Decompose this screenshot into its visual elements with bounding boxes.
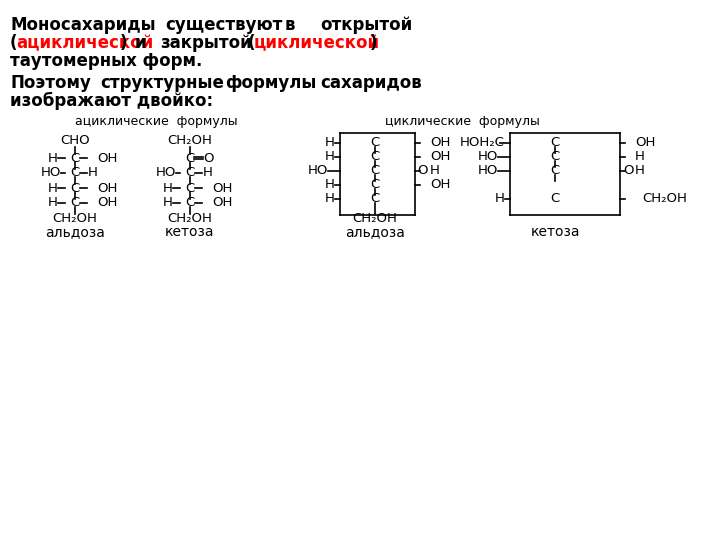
Text: структурные: структурные <box>100 74 224 92</box>
Text: C: C <box>370 179 379 192</box>
Text: Моносахариды: Моносахариды <box>10 16 156 34</box>
Text: HO: HO <box>156 166 176 179</box>
Text: O: O <box>203 152 213 165</box>
Text: кетоза: кетоза <box>166 225 215 239</box>
Text: формулы: формулы <box>225 74 316 92</box>
Text: Поэтому: Поэтому <box>10 74 91 92</box>
Text: H: H <box>325 137 335 150</box>
Text: альдоза: альдоза <box>45 225 105 239</box>
Text: H: H <box>48 181 58 194</box>
Text: H: H <box>48 197 58 210</box>
Text: OH: OH <box>97 152 117 165</box>
Text: C: C <box>370 192 379 206</box>
Text: C: C <box>370 151 379 164</box>
Text: CH₂OH: CH₂OH <box>353 212 397 225</box>
Text: кетоза: кетоза <box>530 225 580 239</box>
Text: в: в <box>285 16 295 34</box>
Text: HO: HO <box>478 151 498 164</box>
Text: H: H <box>203 166 213 179</box>
Text: C: C <box>185 197 194 210</box>
Text: существуют: существуют <box>165 16 282 34</box>
Text: H: H <box>325 151 335 164</box>
Text: OH: OH <box>430 137 451 150</box>
Text: C: C <box>550 192 559 206</box>
Text: OH: OH <box>97 197 117 210</box>
Text: CH₂OH: CH₂OH <box>642 192 687 206</box>
Text: HO: HO <box>308 165 328 178</box>
Text: H: H <box>495 192 505 206</box>
Text: OH: OH <box>430 179 451 192</box>
Text: C: C <box>370 137 379 150</box>
Text: CH₂OH: CH₂OH <box>53 212 97 225</box>
Text: C: C <box>71 152 80 165</box>
Text: OH: OH <box>430 151 451 164</box>
Text: изображают двойко:: изображают двойко: <box>10 92 213 110</box>
Text: C: C <box>370 165 379 178</box>
Text: HOH₂C: HOH₂C <box>459 137 505 150</box>
Text: HO: HO <box>41 166 61 179</box>
Text: H: H <box>163 181 173 194</box>
Text: ): ) <box>120 34 127 52</box>
Text: открытой: открытой <box>320 16 413 34</box>
Text: C: C <box>185 152 194 165</box>
Text: CHO: CHO <box>60 133 90 146</box>
Text: H: H <box>635 151 645 164</box>
Text: альдоза: альдоза <box>345 225 405 239</box>
Text: OH: OH <box>212 197 233 210</box>
Text: H: H <box>325 192 335 206</box>
Text: сахаридов: сахаридов <box>320 74 422 92</box>
Text: CH₂OH: CH₂OH <box>168 212 212 225</box>
Text: ациклические  формулы: ациклические формулы <box>75 116 238 129</box>
Text: C: C <box>71 166 80 179</box>
Text: OH: OH <box>212 181 233 194</box>
Text: (: ( <box>248 34 256 52</box>
Text: H: H <box>430 165 440 178</box>
Text: циклические  формулы: циклические формулы <box>385 116 540 129</box>
Text: C: C <box>550 165 559 178</box>
Text: циклической: циклической <box>254 34 380 52</box>
Text: C: C <box>550 137 559 150</box>
Text: CH₂OH: CH₂OH <box>168 133 212 146</box>
Text: HO: HO <box>478 165 498 178</box>
Text: (: ( <box>10 34 17 52</box>
Text: и: и <box>135 34 147 52</box>
Text: H: H <box>325 179 335 192</box>
Text: H: H <box>635 165 645 178</box>
Text: C: C <box>185 181 194 194</box>
Text: O: O <box>623 165 634 178</box>
Text: C: C <box>71 197 80 210</box>
Text: H: H <box>48 152 58 165</box>
Text: таутомерных форм.: таутомерных форм. <box>10 52 202 70</box>
Text: C: C <box>185 166 194 179</box>
Text: C: C <box>550 151 559 164</box>
Text: закрытой: закрытой <box>160 34 252 52</box>
Text: OH: OH <box>97 181 117 194</box>
Text: ациклической: ациклической <box>16 34 153 52</box>
Text: ): ) <box>370 34 377 52</box>
Text: OH: OH <box>635 137 655 150</box>
Text: H: H <box>163 197 173 210</box>
Text: C: C <box>71 181 80 194</box>
Text: O: O <box>418 165 428 178</box>
Text: H: H <box>88 166 98 179</box>
